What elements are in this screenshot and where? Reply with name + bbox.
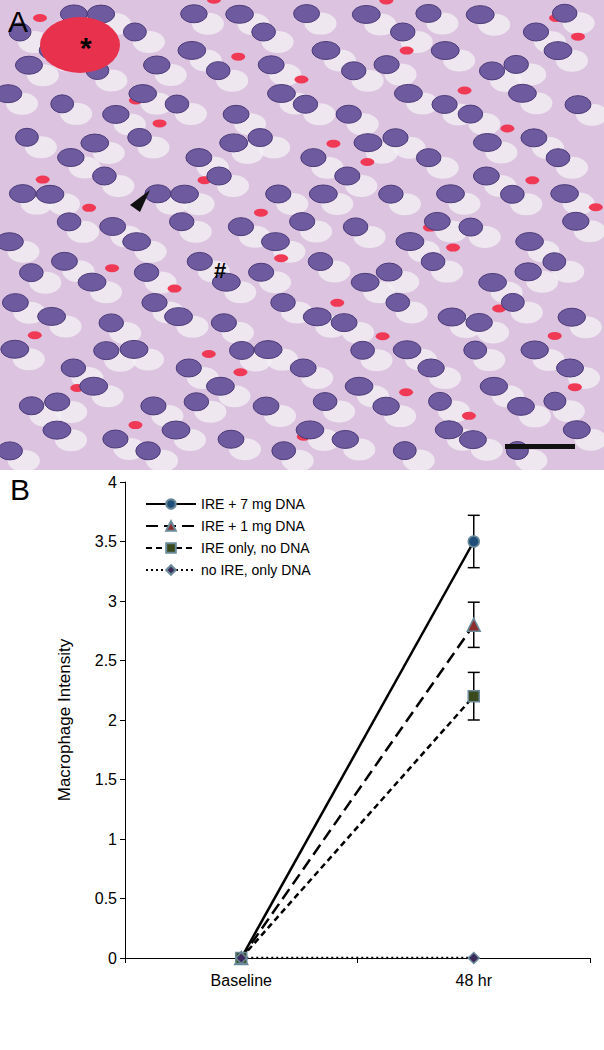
- svg-text:IRE + 7 mg DNA: IRE + 7 mg DNA: [201, 496, 306, 512]
- svg-text:48 hr: 48 hr: [456, 972, 493, 989]
- svg-text:#: #: [214, 258, 226, 283]
- svg-text:no IRE, only DNA: no IRE, only DNA: [201, 562, 311, 578]
- svg-text:IRE + 1 mg DNA: IRE + 1 mg DNA: [201, 518, 306, 534]
- svg-text:Baseline: Baseline: [211, 972, 272, 989]
- svg-text:Macrophage Intensity: Macrophage Intensity: [55, 638, 74, 801]
- svg-text:B: B: [10, 473, 30, 506]
- svg-text:3.5: 3.5: [95, 533, 117, 550]
- svg-text:2: 2: [108, 712, 117, 729]
- svg-text:2.5: 2.5: [95, 652, 117, 669]
- svg-text:3: 3: [108, 593, 117, 610]
- svg-text:IRE only, no DNA: IRE only, no DNA: [201, 540, 310, 556]
- svg-text:*: *: [80, 31, 92, 64]
- svg-text:0.5: 0.5: [95, 890, 117, 907]
- svg-text:0: 0: [108, 950, 117, 967]
- svg-text:A: A: [8, 5, 28, 38]
- svg-text:1: 1: [108, 831, 117, 848]
- svg-text:4: 4: [108, 474, 117, 491]
- svg-text:1.5: 1.5: [95, 771, 117, 788]
